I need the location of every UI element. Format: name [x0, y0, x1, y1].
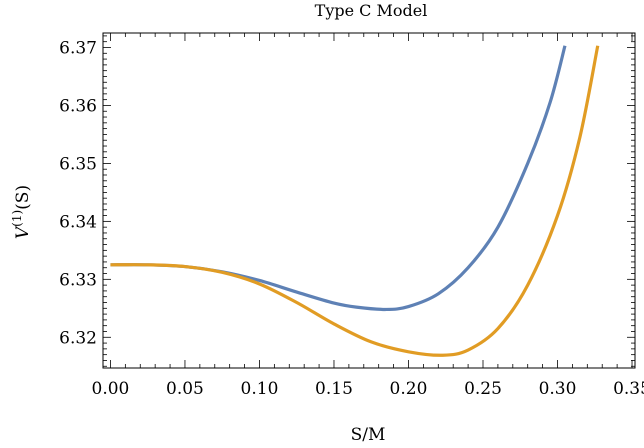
- series-line-2: [110, 45, 600, 357]
- y-tick-label: 6.34: [59, 212, 97, 232]
- x-tick-label: 0.35: [613, 379, 644, 399]
- x-tick-label: 0.00: [92, 379, 130, 399]
- y-axis-title-main: V: [13, 225, 33, 239]
- y-tick-label: 6.32: [59, 328, 97, 348]
- x-tick-label: 0.20: [390, 379, 428, 399]
- series-layer: [110, 45, 600, 357]
- x-tick-label: 0.10: [241, 379, 279, 399]
- y-tick-label: 6.33: [59, 270, 97, 290]
- y-tick-label: 6.35: [59, 154, 97, 174]
- x-tick-label: 0.05: [166, 379, 204, 399]
- x-tick-label: 0.25: [464, 379, 502, 399]
- plot-frame: [102, 32, 636, 369]
- y-axis-title-tail: (S): [13, 185, 33, 210]
- ticks-layer: 0.00 0.05 0.10 0.15 0.20 0.25 0.30 0.35 6.32 6.33…: [59, 33, 644, 399]
- y-tick-label: 6.37: [59, 38, 97, 58]
- x-tick-label: 0.30: [539, 379, 577, 399]
- x-tick-label: 0.15: [315, 379, 353, 399]
- x-axis-title: S/M: [351, 425, 386, 445]
- chart-title: Type C Model: [315, 1, 428, 20]
- series-line-1: [110, 45, 567, 312]
- y-axis-title-sup: (1): [10, 210, 24, 227]
- plot-border: [102, 32, 636, 369]
- y-axis-title: V(1)(S): [10, 185, 33, 239]
- y-tick-label: 6.36: [59, 96, 97, 116]
